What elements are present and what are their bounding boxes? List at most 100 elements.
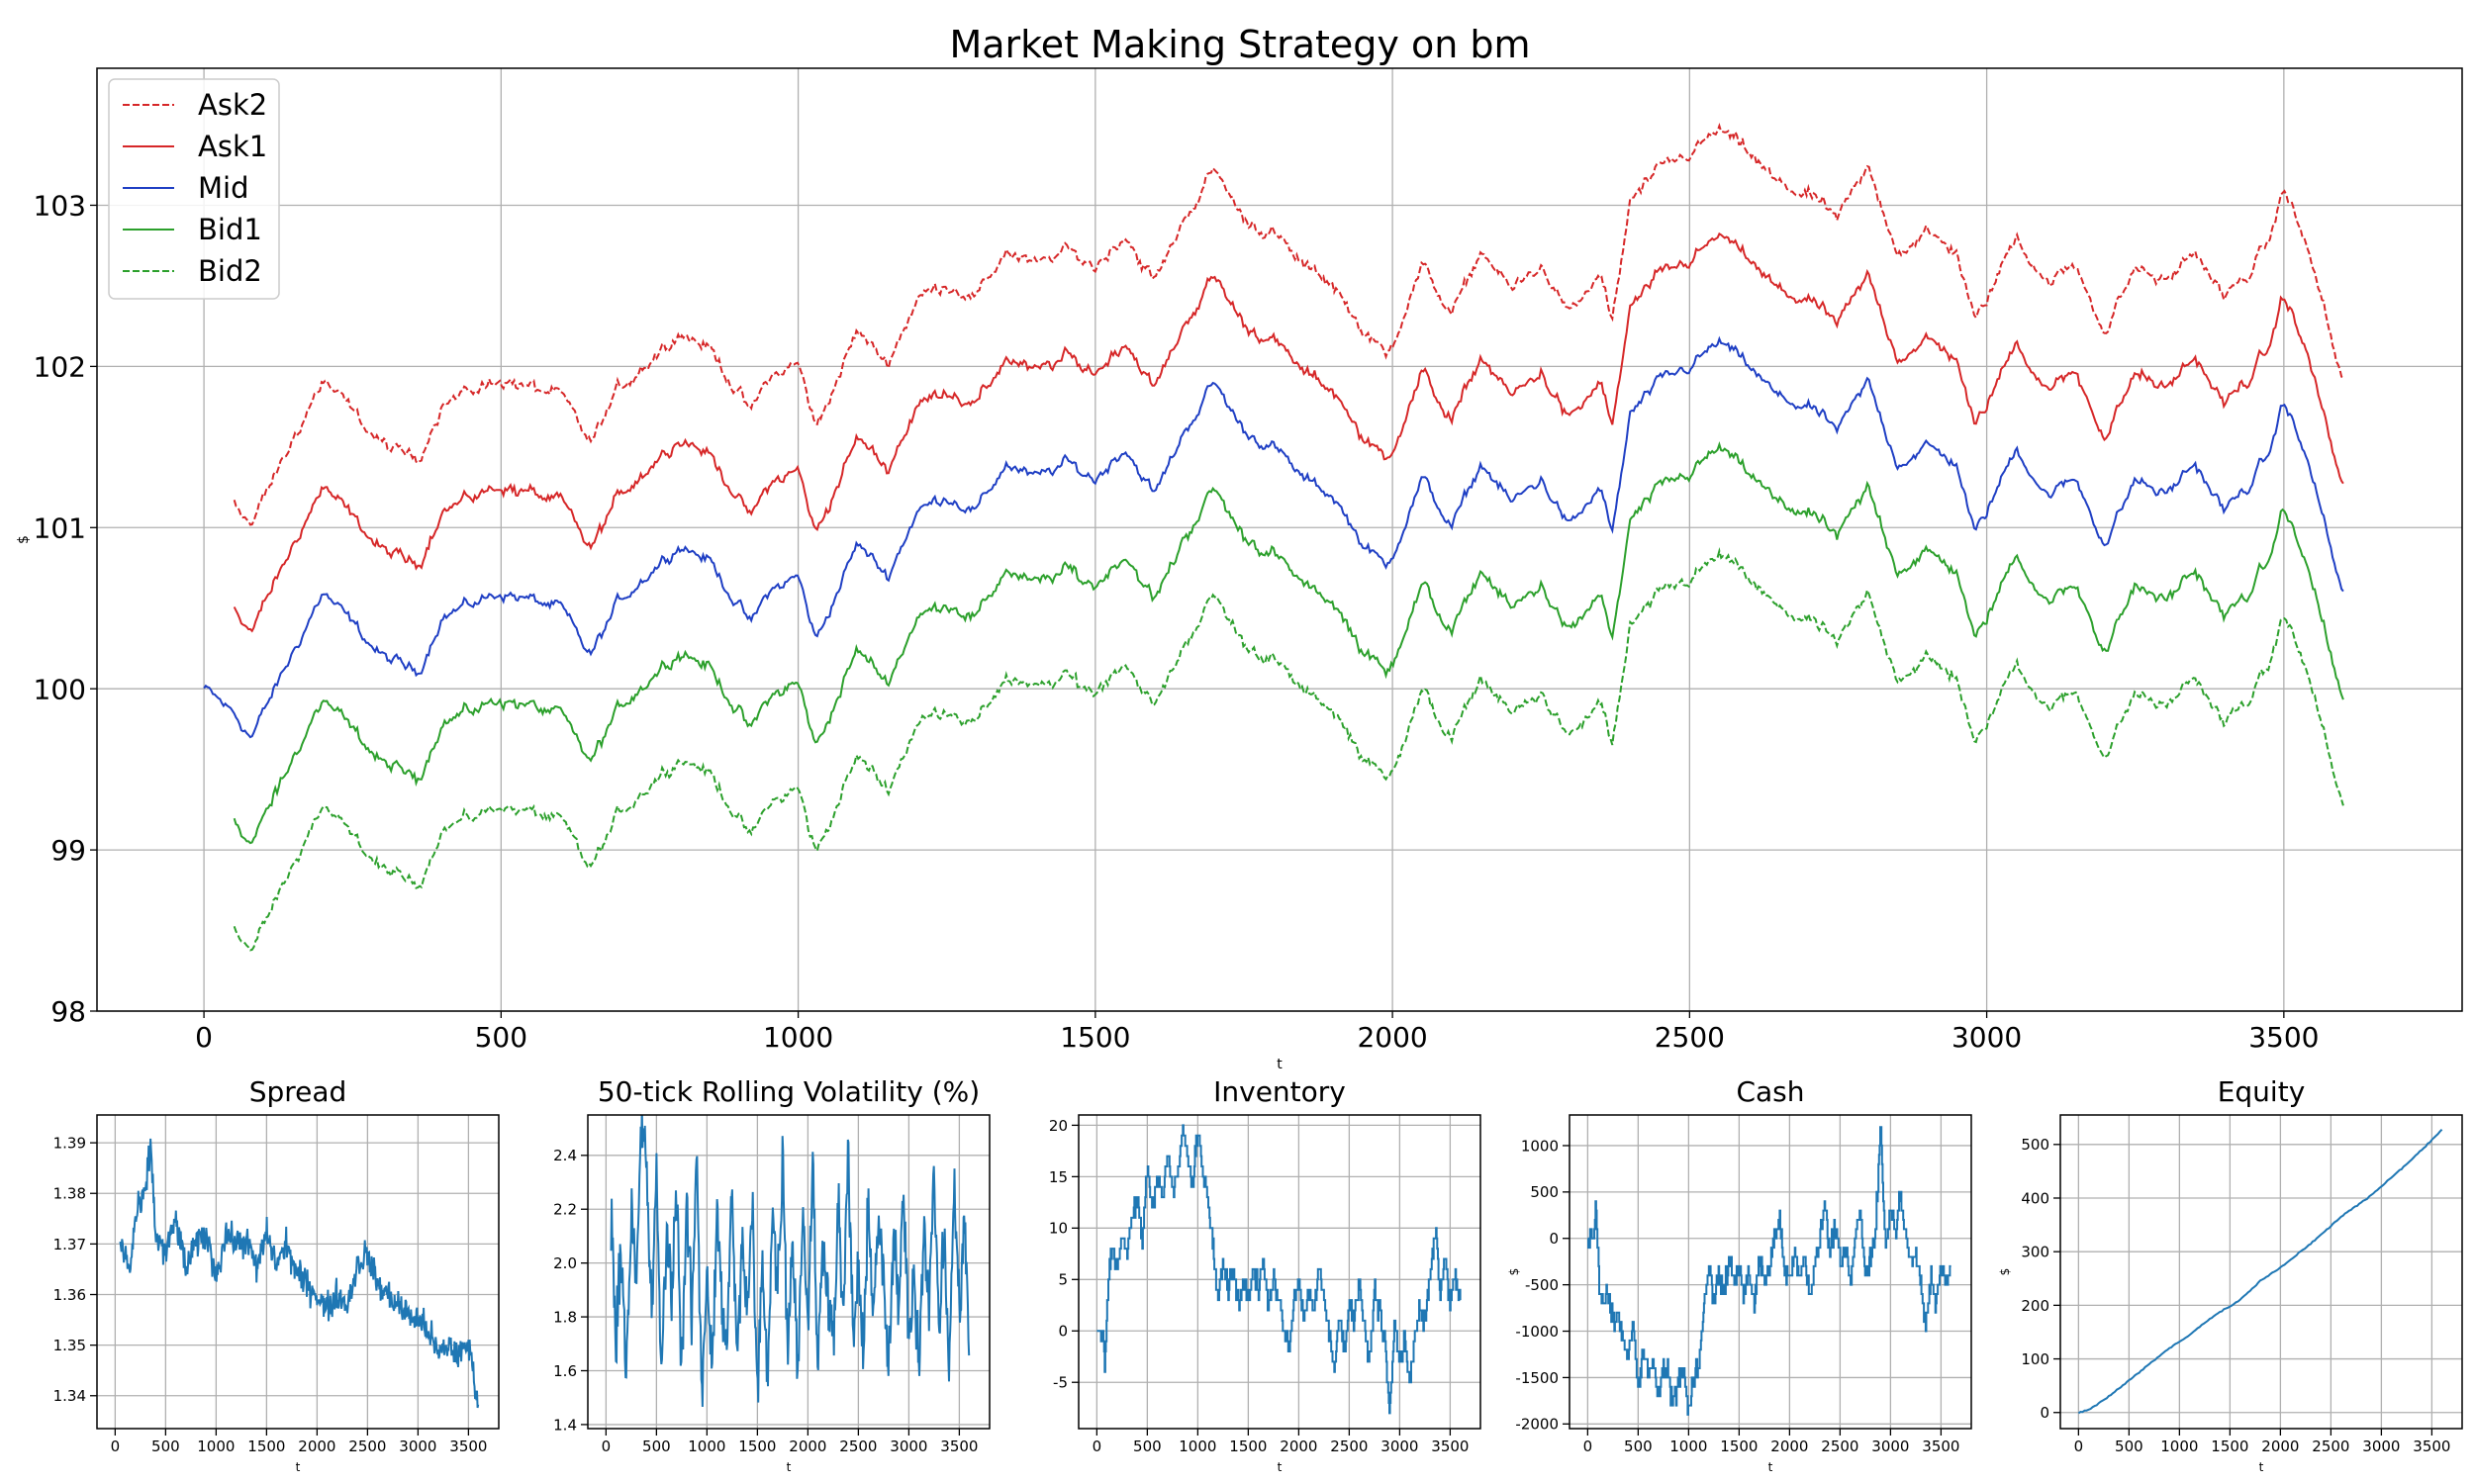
y-tick-label: 10 [1049, 1220, 1068, 1238]
x-tick-label: 3000 [1380, 1438, 1418, 1455]
x-tick-label: 2000 [1357, 1021, 1427, 1054]
x-tick-label: 0 [1093, 1438, 1102, 1455]
axes-frame [2059, 1114, 2463, 1430]
x-tick-label: 1000 [688, 1438, 725, 1455]
y-tick-label: 15 [1049, 1168, 1068, 1186]
x-tick-label: 2500 [348, 1438, 386, 1455]
series-bid2-line [233, 546, 2344, 952]
x-tick-label: 500 [475, 1021, 527, 1054]
panel-main: 0 500 1000 1500 2000 2500 3000 3500 98 99 100 101 10… [16, 67, 2463, 1072]
y-tick-label: 1.35 [53, 1337, 86, 1354]
y-tick-label: 2.4 [553, 1147, 577, 1164]
axes-frame [587, 1114, 991, 1430]
y-tick-label: 500 [1530, 1183, 1559, 1201]
x-tick-label: 2000 [1280, 1438, 1317, 1455]
x-tick-label: 0 [2074, 1438, 2084, 1455]
plot-area [203, 123, 2344, 952]
axes-frame [1078, 1114, 1481, 1430]
x-tick-label: 1500 [738, 1438, 776, 1455]
y-tick-label: 1.6 [553, 1362, 577, 1380]
x-tick-label: 0 [602, 1438, 612, 1455]
legend-label-bid1: Bid1 [198, 213, 262, 246]
legend: Ask2 Ask1 Mid Bid1 Bid2 [108, 78, 280, 300]
y-tick-label: 100 [2021, 1350, 2049, 1368]
x-tick-label: 3500 [449, 1438, 487, 1455]
axes-frame [1569, 1114, 1972, 1430]
y-tick-label: 100 [34, 673, 86, 705]
y-axis-label: $ [1998, 1268, 2012, 1276]
y-axis-label: $ [1507, 1268, 1521, 1276]
x-tick-label: 3500 [2413, 1438, 2450, 1455]
axes-frame [96, 1114, 500, 1430]
y-tick-label: 1000 [1521, 1137, 1559, 1155]
y-tick-label: 2.0 [553, 1254, 577, 1272]
y-axis-label: $ [16, 535, 32, 544]
x-tick-label: 1500 [1229, 1438, 1267, 1455]
x-tick-label: 2000 [298, 1438, 335, 1455]
y-tick-label: 103 [34, 190, 86, 223]
x-tick-label: 0 [111, 1438, 121, 1455]
x-tick-label: 3000 [2362, 1438, 2400, 1455]
x-tick-label: 500 [1624, 1438, 1653, 1455]
x-axis-label: t [1277, 1057, 1283, 1072]
cash-line [1587, 1126, 1951, 1416]
x-tick-label: 2000 [789, 1438, 826, 1455]
x-tick-label: 1000 [2160, 1438, 2198, 1455]
y-tick-label: 102 [34, 350, 86, 383]
x-tick-label: 0 [1583, 1438, 1593, 1455]
x-tick-label: 3000 [1871, 1438, 1909, 1455]
x-axis-label: t [1278, 1460, 1283, 1474]
y-tick-label: -1500 [1515, 1369, 1559, 1387]
y-tick-label: 1.8 [553, 1308, 577, 1326]
series-ask1-line [233, 232, 2344, 633]
y-tick-label: 0 [1549, 1230, 1559, 1248]
y-tick-label: -5 [1053, 1374, 1068, 1392]
axes-layer: 0 500 1000 1500 2000 2500 3000 3500989910010110… [16, 67, 2463, 1474]
spread-line [119, 1138, 480, 1409]
legend-label-ask2: Ask2 [198, 88, 267, 122]
y-tick-label: 98 [50, 995, 86, 1028]
y-tick-label: 200 [2021, 1297, 2049, 1315]
subplot-title: Spread [249, 1075, 347, 1108]
x-tick-label: 3000 [399, 1438, 436, 1455]
x-tick-label: 2000 [2261, 1438, 2299, 1455]
x-axis-label: t [1768, 1460, 1773, 1474]
panel-cash: 0 500 1000 1500 2000 2500 3000 3500 -2000 -1500 -1… [1507, 1075, 1972, 1474]
x-tick-label: 1500 [247, 1438, 285, 1455]
y-tick-label: 20 [1049, 1117, 1068, 1135]
panel-volatility: 0 500 1000 1500 2000 2500 3000 3500 1.4 1.6 1.8 2.0… [553, 1075, 991, 1474]
y-tick-label: 99 [50, 834, 86, 867]
panel-equity: 0 500 1000 1500 2000 2500 3000 3500 0 100 200 300 40… [1998, 1075, 2463, 1474]
x-axis-label: t [2259, 1460, 2264, 1474]
subplot-title: 50-tick Rolling Volatility (%) [598, 1075, 980, 1108]
y-tick-label: -2000 [1515, 1416, 1559, 1434]
x-tick-label: 2500 [1330, 1438, 1368, 1455]
x-tick-label: 500 [2115, 1438, 2143, 1455]
x-tick-label: 3500 [1431, 1438, 1469, 1455]
series-bid1-line [233, 441, 2344, 845]
x-tick-label: 3500 [940, 1438, 978, 1455]
x-tick-label: 3000 [890, 1438, 927, 1455]
x-tick-label: 1000 [197, 1438, 235, 1455]
figure-title: Market Making Strategy on bm [949, 23, 1530, 66]
plot-area [2077, 1128, 2443, 1415]
y-tick-label: 1.4 [553, 1416, 577, 1434]
x-tick-label: 0 [195, 1021, 213, 1054]
axes-frame [96, 67, 2463, 1012]
legend-label-mid: Mid [198, 171, 249, 205]
plot-area [119, 1138, 480, 1409]
subplot-title: Cash [1736, 1075, 1804, 1108]
x-axis-label: t [296, 1460, 301, 1474]
y-tick-label: -1000 [1515, 1323, 1559, 1341]
x-axis-label: t [787, 1460, 792, 1474]
y-tick-label: 1.38 [53, 1185, 86, 1203]
x-tick-label: 3500 [1922, 1438, 1959, 1455]
plot-area [1096, 1124, 1462, 1415]
y-tick-label: 101 [34, 511, 86, 544]
y-tick-label: 5 [1058, 1271, 1068, 1289]
y-tick-label: 1.34 [53, 1387, 86, 1405]
legend-label-ask1: Ask1 [198, 130, 267, 163]
x-tick-label: 1000 [763, 1021, 833, 1054]
x-tick-label: 1500 [1720, 1438, 1758, 1455]
